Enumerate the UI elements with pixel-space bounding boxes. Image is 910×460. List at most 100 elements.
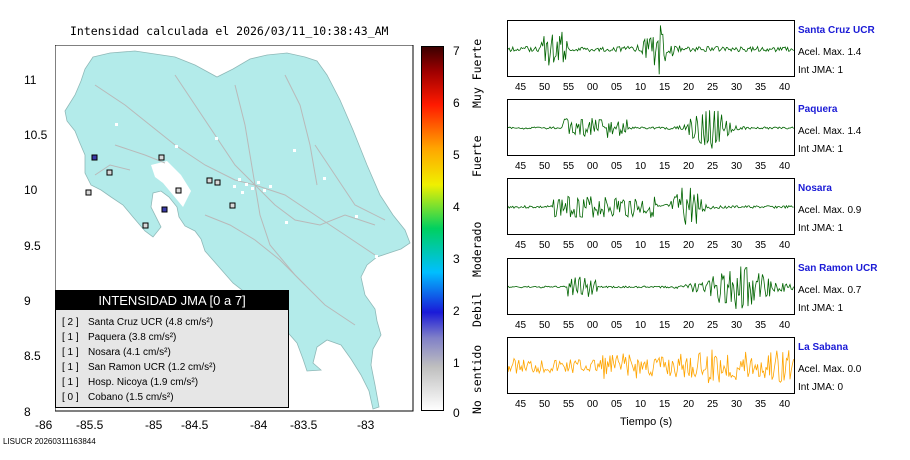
time-tick: 00 <box>587 320 599 331</box>
lon-tick-84: -84 <box>250 418 268 432</box>
time-tick: 30 <box>731 399 743 410</box>
time-tick: 55 <box>563 161 575 172</box>
time-tick: 15 <box>659 320 671 331</box>
time-tick: 55 <box>563 399 575 410</box>
waveform-panel <box>507 337 795 394</box>
waveform-trace <box>508 110 794 149</box>
time-tick: 40 <box>779 82 791 93</box>
lon-tick-83-5: -83.5 <box>290 418 318 432</box>
legend-row: [ 0 ] Cobano (1.5 cm/s²) <box>62 392 174 403</box>
lon-tick-84-5: -84.5 <box>181 418 209 432</box>
time-tick: 45 <box>515 399 527 410</box>
time-tick: 35 <box>755 82 767 93</box>
lon-tick-86: -86 <box>35 418 53 432</box>
time-tick: 30 <box>731 240 743 251</box>
cb-tick-6: 6 <box>453 96 460 110</box>
time-tick: 35 <box>755 161 767 172</box>
waveform-trace <box>508 266 794 309</box>
time-tick: 25 <box>707 82 719 93</box>
time-tick: 30 <box>731 320 743 331</box>
time-tick: 45 <box>515 320 527 331</box>
waveform-line <box>508 349 794 384</box>
time-axis-label: Tiempo (s) <box>620 416 673 428</box>
waveform-panel <box>507 178 795 235</box>
station-name: La Sabana <box>798 342 849 353</box>
time-tick: 15 <box>659 161 671 172</box>
cb-tick-1: 1 <box>453 356 460 370</box>
time-tick: 20 <box>683 82 695 93</box>
station-int-jma: Int JMA: 1 <box>798 303 844 314</box>
legend-row: [ 1 ] Nosara (4.1 cm/s²) <box>62 347 171 358</box>
cb-tick-5: 5 <box>453 148 460 162</box>
cb-tick-2: 2 <box>453 304 460 318</box>
time-tick: 05 <box>611 240 623 251</box>
cb-label-fuerte: Fuerte <box>470 135 484 177</box>
lat-tick-8-5: 8.5 <box>24 349 41 363</box>
cb-label-no-sentido: No sentido <box>470 344 484 414</box>
cb-label-muy-fuerte: Muy Fuerte <box>470 38 484 108</box>
time-tick: 10 <box>635 320 647 331</box>
lat-tick-8: 8 <box>24 405 31 419</box>
time-tick: 55 <box>563 82 575 93</box>
station-markers <box>85 154 236 229</box>
time-tick: 40 <box>779 161 791 172</box>
station-name: Santa Cruz UCR <box>798 25 875 36</box>
time-tick: 30 <box>731 161 743 172</box>
lon-tick-85-5: -85.5 <box>76 418 104 432</box>
time-tick: 00 <box>587 240 599 251</box>
cb-label-moderado: Moderado <box>470 221 484 277</box>
time-tick: 40 <box>779 240 791 251</box>
time-tick: 15 <box>659 240 671 251</box>
lat-tick-10-5: 10.5 <box>24 128 48 142</box>
waveform-line <box>508 187 794 225</box>
time-tick: 10 <box>635 161 647 172</box>
station-int-jma: Int JMA: 1 <box>798 144 844 155</box>
time-tick: 15 <box>659 399 671 410</box>
cb-label-debil: Debil <box>470 292 484 327</box>
station-acel-max: Acel. Max. 0.7 <box>798 285 862 296</box>
lat-tick-11: 11 <box>24 73 37 87</box>
station-name: Nosara <box>798 183 832 194</box>
cb-tick-7: 7 <box>453 44 460 58</box>
station-acel-max: Acel. Max. 1.4 <box>798 126 862 137</box>
time-tick: 45 <box>515 240 527 251</box>
lat-tick-9-5: 9.5 <box>24 239 41 253</box>
time-tick: 40 <box>779 320 791 331</box>
legend-row: [ 1 ] Paquera (3.8 cm/s²) <box>62 332 177 343</box>
time-tick: 25 <box>707 320 719 331</box>
station-name: Paquera <box>798 104 838 115</box>
waveform-line <box>508 266 794 309</box>
time-tick: 05 <box>611 320 623 331</box>
time-tick: 35 <box>755 240 767 251</box>
waveform-trace <box>508 349 794 384</box>
time-tick: 05 <box>611 399 623 410</box>
time-tick: 25 <box>707 399 719 410</box>
time-tick: 45 <box>515 82 527 93</box>
station-int-jma: Int JMA: 1 <box>798 65 844 76</box>
time-tick: 20 <box>683 240 695 251</box>
time-tick: 50 <box>539 82 551 93</box>
legend-row: [ 1 ] San Ramon UCR (1.2 cm/s²) <box>62 362 216 373</box>
time-tick: 55 <box>563 320 575 331</box>
intensity-colorbar <box>421 46 444 411</box>
legend-row: [ 2 ] Santa Cruz UCR (4.8 cm/s²) <box>62 317 214 328</box>
legend-title: INTENSIDAD JMA [0 a 7] <box>56 291 288 310</box>
time-tick: 05 <box>611 82 623 93</box>
lat-tick-10: 10 <box>24 183 38 197</box>
waveform-trace <box>508 25 794 75</box>
station-int-jma: Int JMA: 0 <box>798 382 844 393</box>
time-tick: 30 <box>731 82 743 93</box>
time-tick: 50 <box>539 399 551 410</box>
lat-tick-9: 9 <box>24 294 31 308</box>
time-tick: 10 <box>635 82 647 93</box>
lon-tick-83: -83 <box>357 418 375 432</box>
time-tick: 40 <box>779 399 791 410</box>
waveform-panel <box>507 258 795 315</box>
waveform-panel <box>507 20 795 77</box>
time-tick: 25 <box>707 240 719 251</box>
road-network <box>94 74 386 326</box>
time-tick: 55 <box>563 240 575 251</box>
time-tick: 05 <box>611 161 623 172</box>
time-tick: 20 <box>683 320 695 331</box>
station-name: San Ramon UCR <box>798 263 878 274</box>
